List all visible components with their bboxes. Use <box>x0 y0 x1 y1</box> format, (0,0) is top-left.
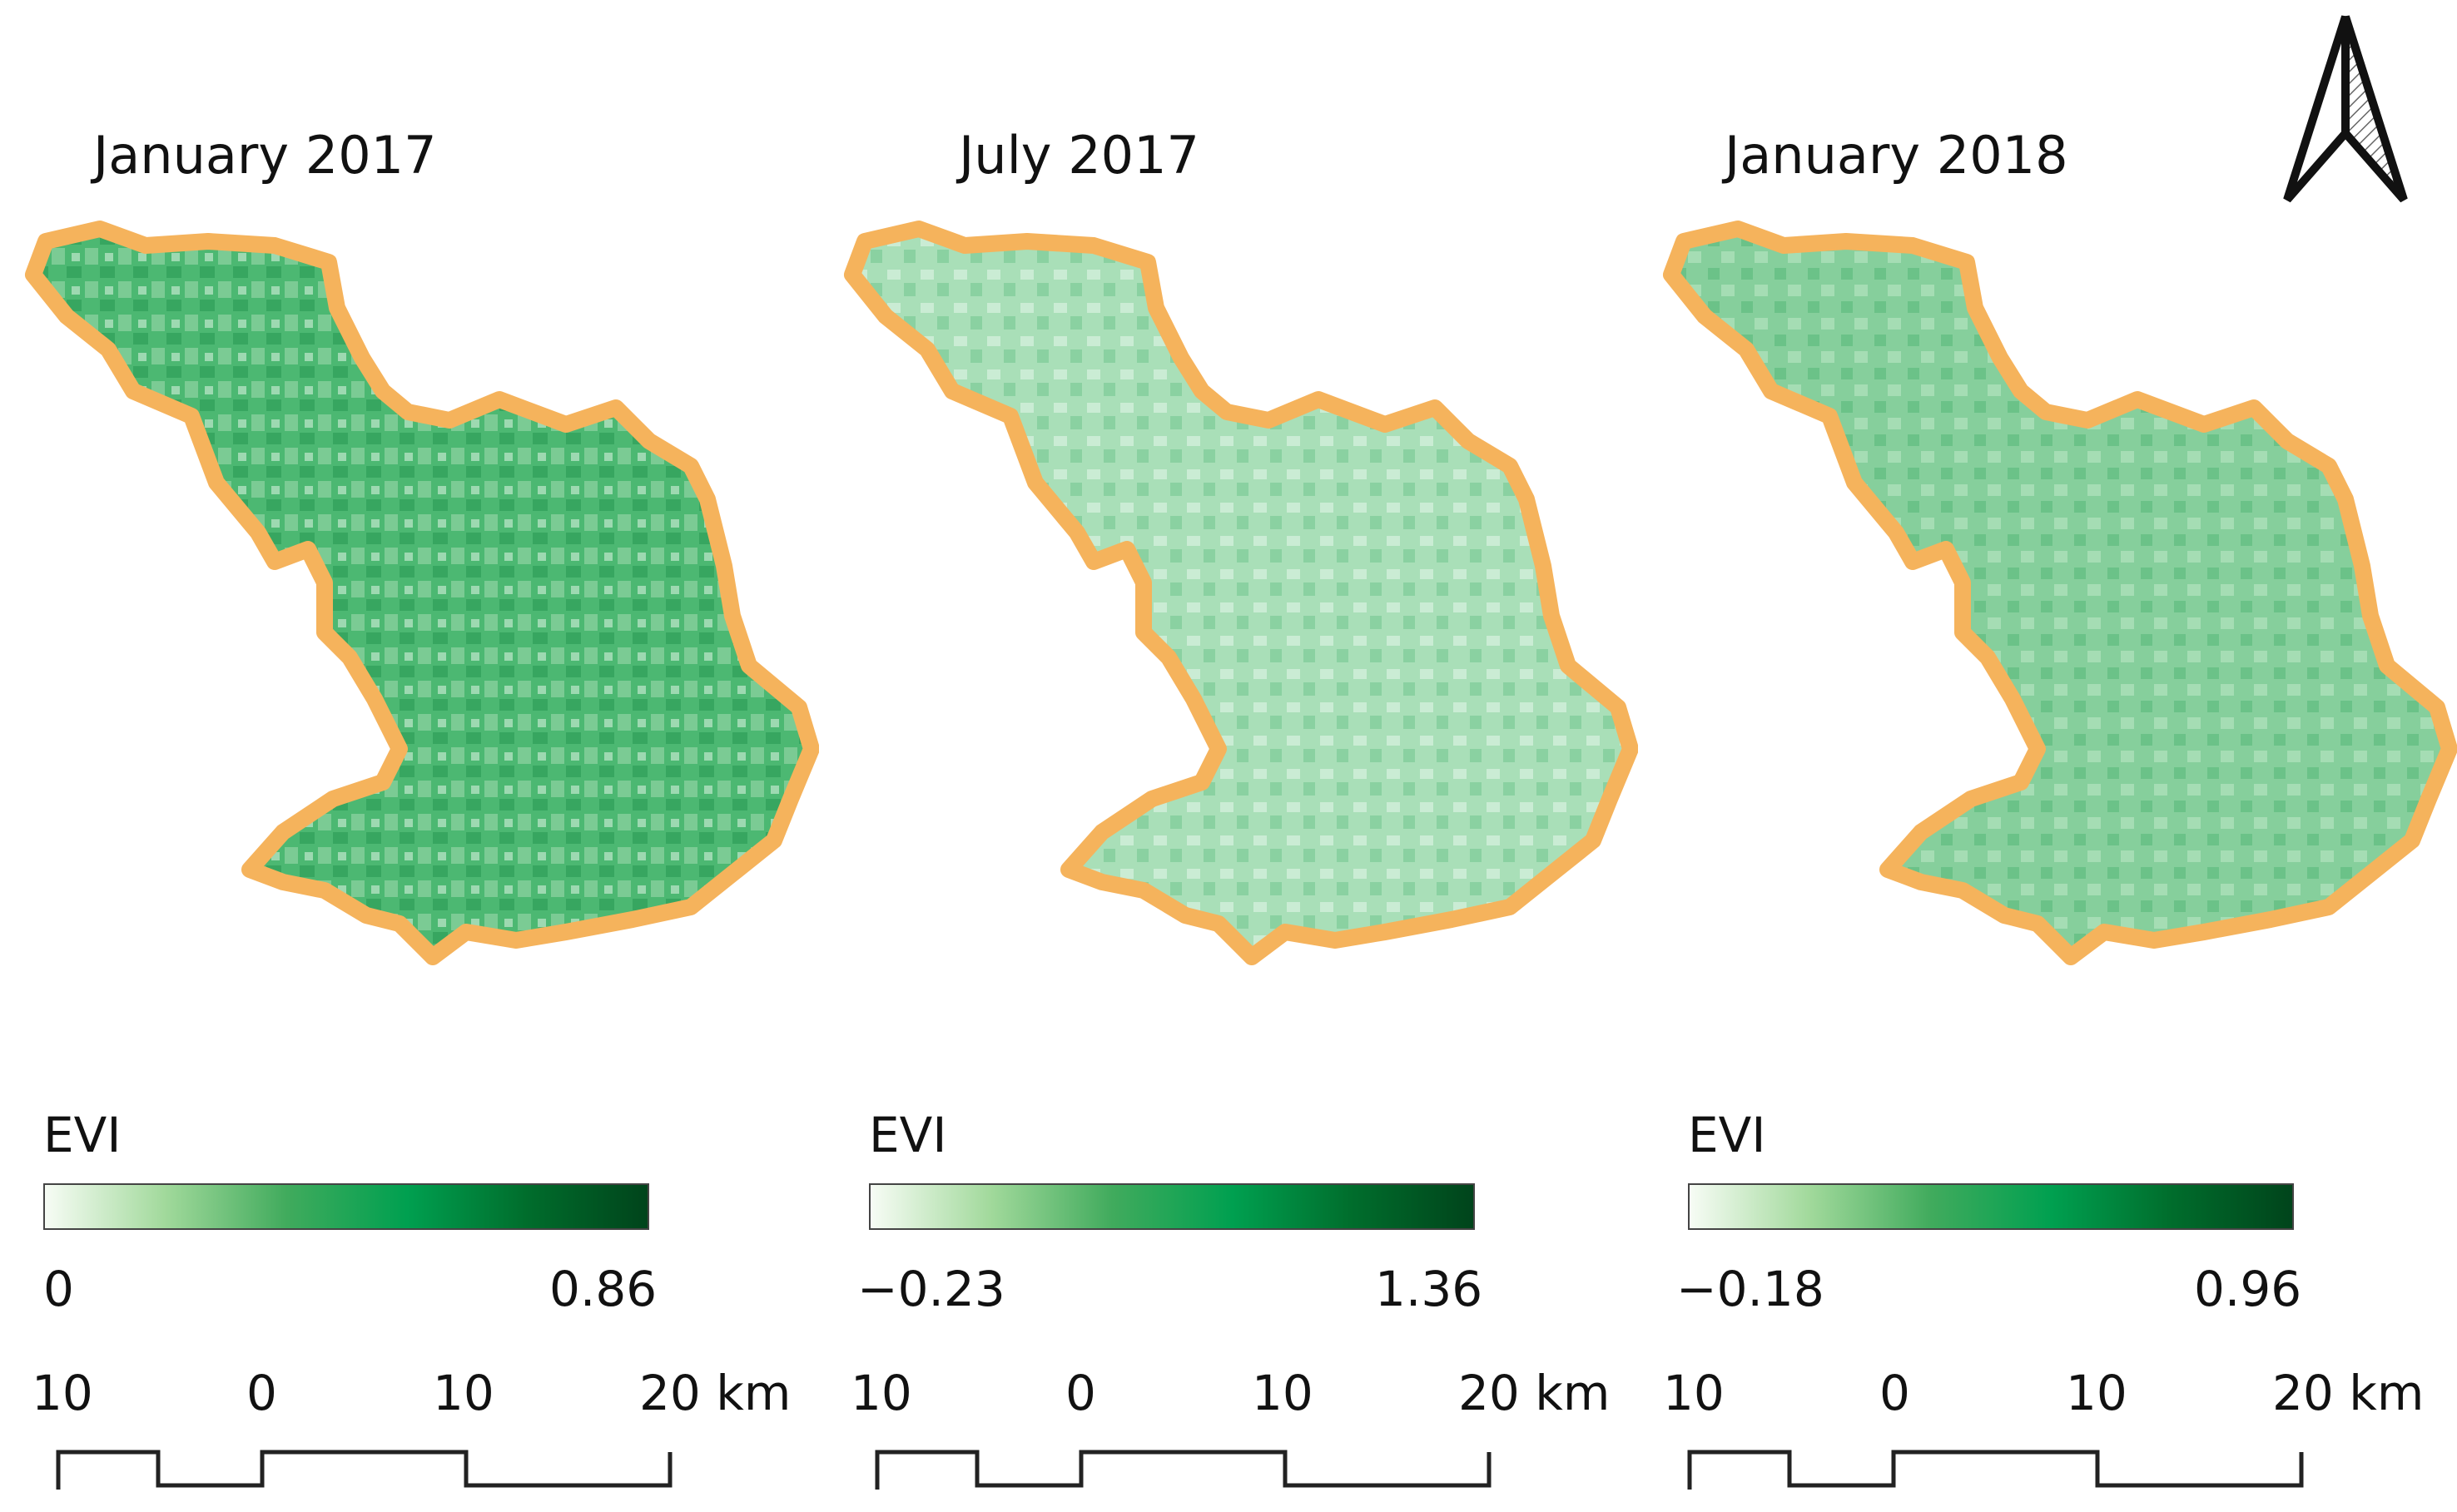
region-boundary <box>25 221 819 965</box>
legend-max-label: 0.86 <box>549 1261 658 1317</box>
legend-min-label: 0 <box>43 1261 74 1317</box>
legend-min-label: −0.23 <box>857 1261 1005 1317</box>
scale-label-20-km: 20 km <box>639 1365 792 1421</box>
map-panel-jan-2017: January 2017 EVI 0 0.86 10 0 10 20 km <box>0 0 819 1512</box>
scale-label-0: 0 <box>246 1365 277 1421</box>
legend-min-label: −0.18 <box>1676 1261 1824 1317</box>
scale-label-20-km: 20 km <box>2272 1365 2425 1421</box>
region-boundary <box>844 221 1638 965</box>
panel-title: July 2017 <box>959 125 1199 186</box>
scale-label-10-left: 10 <box>32 1365 93 1421</box>
map-panel-jul-2017: July 2017 EVI −0.23 1.36 10 0 10 20 km <box>819 0 1638 1512</box>
scale-label-10-right: 10 <box>433 1365 494 1421</box>
scale-label-10-right: 10 <box>2066 1365 2127 1421</box>
scale-label-10-left: 10 <box>1663 1365 1725 1421</box>
map-panel-jan-2018: January 2018 EVI −0.18 0.96 10 0 10 20 k… <box>1638 0 2457 1512</box>
legend-max-label: 0.96 <box>2194 1261 2302 1317</box>
evi-map <box>25 221 819 965</box>
scale-bar <box>1687 1450 2304 1490</box>
evi-map <box>844 221 1638 965</box>
panel-title: January 2018 <box>1725 125 2068 186</box>
scale-label-0: 0 <box>1879 1365 1910 1421</box>
scale-label-10-left: 10 <box>851 1365 912 1421</box>
scale-label-0: 0 <box>1065 1365 1096 1421</box>
region-boundary <box>1663 221 2457 965</box>
legend-title: EVI <box>1688 1107 1766 1163</box>
evi-colorbar <box>43 1183 649 1230</box>
evi-map <box>1663 221 2457 965</box>
evi-colorbar <box>1688 1183 2294 1230</box>
legend-max-label: 1.36 <box>1375 1261 1483 1317</box>
scale-label-10-right: 10 <box>1252 1365 1313 1421</box>
legend-title: EVI <box>43 1107 122 1163</box>
evi-colorbar <box>869 1183 1475 1230</box>
panel-title: January 2017 <box>93 125 437 186</box>
scale-label-20-km: 20 km <box>1458 1365 1611 1421</box>
legend-title: EVI <box>869 1107 947 1163</box>
north-arrow-icon <box>2283 15 2408 203</box>
scale-bar <box>875 1450 1492 1490</box>
scale-bar <box>56 1450 673 1490</box>
